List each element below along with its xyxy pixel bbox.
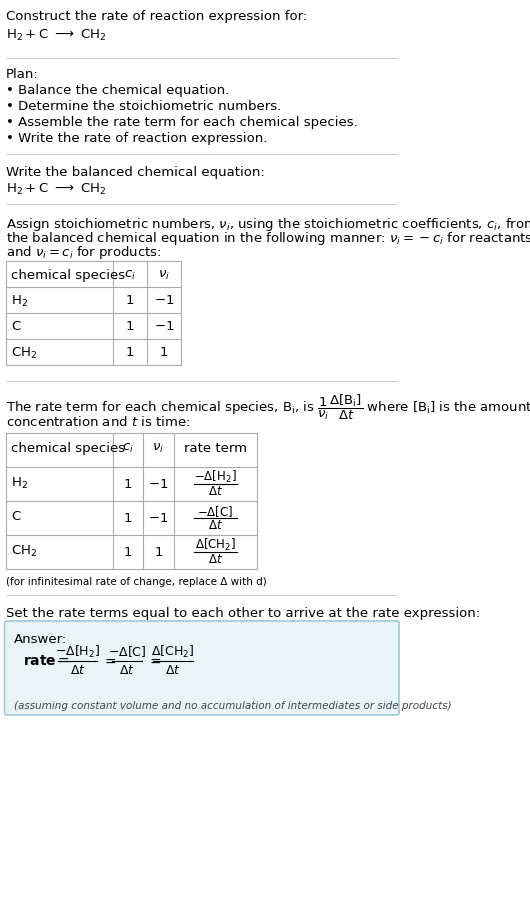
Text: chemical species: chemical species	[11, 269, 125, 282]
Text: $\mathrm{H_2 + C \ \longrightarrow \ CH_2}$: $\mathrm{H_2 + C \ \longrightarrow \ CH_…	[6, 28, 107, 43]
Text: $-\Delta[\mathrm{C}]$: $-\Delta[\mathrm{C}]$	[108, 645, 146, 659]
Text: $\Delta t$: $\Delta t$	[70, 665, 85, 677]
Text: 1: 1	[126, 346, 134, 359]
Text: • Write the rate of reaction expression.: • Write the rate of reaction expression.	[6, 132, 268, 145]
Text: Assign stoichiometric numbers, $\nu_i$, using the stoichiometric coefficients, $: Assign stoichiometric numbers, $\nu_i$, …	[6, 216, 530, 233]
Text: $\mathrm{CH_2}$: $\mathrm{CH_2}$	[11, 346, 37, 361]
Text: Write the balanced chemical equation:: Write the balanced chemical equation:	[6, 166, 265, 179]
Text: $\nu_i$: $\nu_i$	[153, 442, 164, 455]
Text: Set the rate terms equal to each other to arrive at the rate expression:: Set the rate terms equal to each other t…	[6, 607, 480, 620]
Text: $1$: $1$	[160, 346, 169, 359]
Text: $-1$: $-1$	[154, 320, 174, 333]
Text: $-1$: $-1$	[148, 478, 169, 490]
Text: rate term: rate term	[184, 442, 247, 455]
Text: $\mathrm{H_2 + C \ \longrightarrow \ CH_2}$: $\mathrm{H_2 + C \ \longrightarrow \ CH_…	[6, 182, 107, 197]
Text: $-1$: $-1$	[148, 511, 169, 525]
Text: Answer:: Answer:	[14, 633, 67, 646]
FancyBboxPatch shape	[5, 621, 399, 715]
Text: $\nu_i$: $\nu_i$	[158, 269, 170, 282]
Text: Plan:: Plan:	[6, 68, 39, 81]
Text: 1: 1	[123, 511, 132, 525]
Text: 1: 1	[126, 294, 134, 307]
Text: $\Delta[\mathrm{CH_2}]$: $\Delta[\mathrm{CH_2}]$	[195, 538, 236, 553]
Text: $c_i$: $c_i$	[124, 269, 136, 282]
Text: $-\Delta[\mathrm{H_2}]$: $-\Delta[\mathrm{H_2}]$	[194, 469, 237, 485]
Text: $\mathrm{H_2}$: $\mathrm{H_2}$	[11, 476, 28, 491]
Text: $\mathrm{C}$: $\mathrm{C}$	[11, 320, 21, 333]
Text: concentration and $t$ is time:: concentration and $t$ is time:	[6, 415, 190, 429]
Text: $\Delta t$: $\Delta t$	[208, 485, 223, 498]
Text: • Balance the chemical equation.: • Balance the chemical equation.	[6, 84, 229, 97]
Text: $c_i$: $c_i$	[122, 442, 134, 455]
Text: $=$: $=$	[147, 654, 162, 668]
Text: $\Delta t$: $\Delta t$	[119, 665, 135, 677]
Text: (assuming constant volume and no accumulation of intermediates or side products): (assuming constant volume and no accumul…	[14, 701, 452, 711]
Text: 1: 1	[126, 320, 134, 333]
Text: $=$: $=$	[102, 654, 117, 668]
Text: $\Delta t$: $\Delta t$	[165, 665, 181, 677]
Text: • Determine the stoichiometric numbers.: • Determine the stoichiometric numbers.	[6, 100, 281, 113]
Text: $\mathrm{C}$: $\mathrm{C}$	[11, 510, 21, 523]
Text: $\mathrm{H_2}$: $\mathrm{H_2}$	[11, 294, 28, 309]
Text: 1: 1	[123, 546, 132, 558]
Text: $\Delta[\mathrm{CH_2}]$: $\Delta[\mathrm{CH_2}]$	[151, 644, 195, 660]
Text: $-\Delta[\mathrm{C}]$: $-\Delta[\mathrm{C}]$	[197, 504, 234, 518]
Text: the balanced chemical equation in the following manner: $\nu_i = -c_i$ for react: the balanced chemical equation in the fo…	[6, 230, 530, 247]
Text: • Assemble the rate term for each chemical species.: • Assemble the rate term for each chemic…	[6, 116, 358, 129]
Text: The rate term for each chemical species, $\mathrm{B_i}$, is $\dfrac{1}{\nu_i}\df: The rate term for each chemical species,…	[6, 393, 530, 422]
Text: 1: 1	[123, 478, 132, 490]
Text: $\mathbf{rate} = $: $\mathbf{rate} = $	[23, 654, 70, 668]
Text: $1$: $1$	[154, 546, 163, 558]
Text: $\Delta t$: $\Delta t$	[208, 519, 223, 532]
Text: Construct the rate of reaction expression for:: Construct the rate of reaction expressio…	[6, 10, 307, 23]
Text: $\mathrm{CH_2}$: $\mathrm{CH_2}$	[11, 544, 37, 559]
Text: $-\Delta[\mathrm{H_2}]$: $-\Delta[\mathrm{H_2}]$	[55, 644, 100, 660]
Text: and $\nu_i = c_i$ for products:: and $\nu_i = c_i$ for products:	[6, 244, 162, 261]
Text: (for infinitesimal rate of change, replace Δ with d): (for infinitesimal rate of change, repla…	[6, 577, 267, 587]
Text: $\Delta t$: $\Delta t$	[208, 553, 223, 566]
Text: chemical species: chemical species	[11, 442, 125, 455]
Text: $-1$: $-1$	[154, 294, 174, 307]
